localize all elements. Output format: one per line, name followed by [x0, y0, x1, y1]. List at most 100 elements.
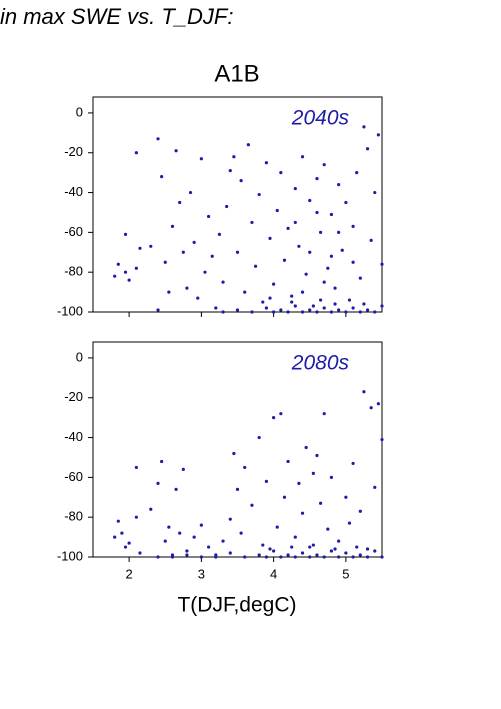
point	[239, 179, 243, 183]
point	[318, 298, 323, 302]
point	[293, 535, 297, 539]
point	[192, 535, 196, 539]
point	[290, 294, 294, 298]
point	[308, 308, 312, 312]
point	[322, 412, 326, 416]
point	[268, 296, 272, 300]
point	[225, 204, 229, 209]
point	[149, 507, 153, 511]
point	[279, 171, 283, 175]
point	[185, 549, 189, 553]
point	[315, 177, 319, 181]
point	[235, 308, 240, 312]
point	[326, 266, 330, 270]
point	[156, 137, 160, 141]
point	[232, 451, 236, 456]
point	[351, 260, 355, 264]
point	[185, 553, 189, 557]
point	[369, 238, 373, 242]
y-tick-label: -20	[64, 389, 83, 404]
point	[199, 523, 203, 527]
point	[235, 250, 240, 254]
point	[116, 262, 120, 266]
point	[315, 310, 319, 314]
point	[286, 310, 290, 314]
point	[279, 555, 283, 559]
point	[365, 555, 370, 559]
point	[344, 551, 348, 555]
point	[127, 541, 131, 545]
point	[196, 296, 200, 300]
point	[163, 260, 167, 264]
point	[286, 553, 290, 557]
point	[347, 521, 352, 525]
annotation: 2040s	[291, 107, 350, 130]
point	[268, 236, 272, 240]
point	[264, 555, 268, 559]
point	[214, 555, 218, 559]
point	[138, 551, 142, 555]
point	[358, 276, 362, 280]
point	[174, 487, 178, 491]
point	[272, 282, 276, 286]
point	[351, 306, 355, 310]
point	[337, 539, 341, 543]
point	[228, 169, 232, 173]
point	[181, 250, 185, 254]
point	[120, 531, 124, 535]
point	[344, 495, 348, 499]
point	[311, 471, 315, 475]
point	[178, 531, 182, 535]
annotation: 2080s	[291, 352, 350, 375]
chart-title: A1B	[214, 60, 259, 87]
point	[239, 531, 243, 535]
point	[253, 264, 258, 268]
point	[351, 555, 355, 559]
point	[300, 290, 305, 294]
point	[358, 509, 362, 513]
plot-frame	[92, 96, 383, 313]
point	[380, 262, 384, 266]
point	[228, 551, 232, 555]
point	[207, 214, 211, 219]
point	[221, 280, 225, 284]
point	[134, 515, 138, 519]
point	[297, 481, 301, 485]
point	[178, 200, 182, 205]
y-tick-label: -80	[64, 509, 83, 524]
point	[286, 226, 290, 230]
point	[257, 435, 261, 440]
point	[333, 286, 337, 290]
y-tick-label: -40	[64, 184, 83, 199]
point	[127, 278, 131, 282]
point	[380, 437, 384, 442]
point	[300, 511, 305, 515]
point	[257, 553, 261, 557]
point	[333, 302, 337, 306]
point	[376, 133, 380, 137]
point	[380, 555, 384, 559]
point	[279, 308, 283, 312]
point	[203, 270, 207, 274]
y-tick-label: -40	[64, 429, 83, 444]
point	[199, 157, 203, 161]
point	[250, 310, 254, 314]
point	[373, 549, 377, 553]
point	[329, 310, 334, 314]
point	[156, 555, 160, 559]
point	[315, 210, 319, 215]
point	[358, 310, 362, 314]
point	[376, 402, 380, 406]
point	[286, 459, 290, 464]
point	[311, 543, 315, 547]
point	[279, 412, 283, 416]
point	[232, 155, 236, 159]
point	[272, 310, 276, 314]
point	[250, 503, 254, 507]
point	[318, 501, 323, 505]
x-tick-label: 4	[270, 566, 277, 581]
point	[116, 519, 120, 523]
point	[123, 270, 128, 274]
point	[355, 171, 359, 175]
point	[344, 200, 348, 205]
